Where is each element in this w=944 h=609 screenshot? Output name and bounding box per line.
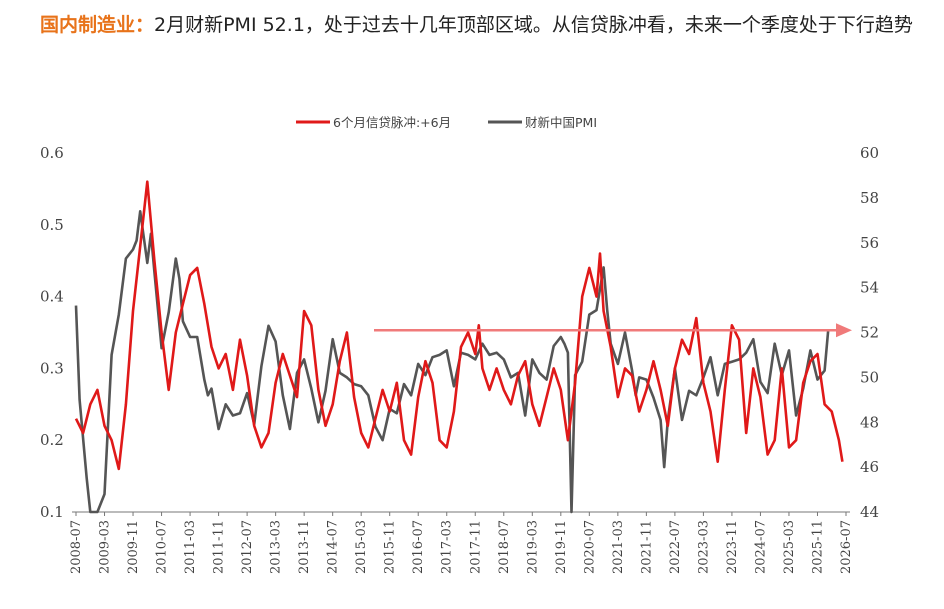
x-tick-label: 2023-11 (725, 520, 740, 574)
right-y-tick-label: 54 (860, 279, 879, 297)
x-tick-label: 2017-03 (440, 520, 455, 574)
x-tick-label: 2009-03 (98, 520, 113, 574)
left-y-tick-label: 0.1 (40, 503, 64, 521)
right-y-tick-label: 48 (860, 413, 879, 431)
x-tick-label: 2015-03 (354, 520, 369, 574)
right-y-tick-label: 56 (860, 234, 879, 252)
right-y-tick-label: 58 (860, 189, 879, 207)
right-y-tick-label: 46 (860, 458, 879, 476)
x-tick-label: 2025-11 (810, 520, 825, 574)
chart-series (74, 180, 844, 514)
left-y-tick-label: 0.4 (40, 288, 64, 306)
x-tick-label: 2013-11 (297, 520, 312, 574)
right-y-axis: 44 46 48 50 52 54 56 58 60 (860, 144, 879, 521)
headline-lead: 国内制造业： (40, 14, 155, 36)
credit-pulse-pmi-chart: 6个月信贷脉冲:+6月 财新中国PMI 0.1 0.2 0.3 0.4 0.5 0.6 44… (40, 115, 879, 574)
left-y-axis: 0.1 0.2 0.3 0.4 0.5 0.6 (40, 144, 64, 521)
left-y-tick-label: 0.5 (40, 216, 64, 234)
right-y-tick-label: 50 (860, 368, 879, 386)
x-tick-label: 2022-07 (668, 520, 683, 574)
x-tick-label: 2014-07 (326, 520, 341, 574)
x-tick-label: 2024-07 (753, 520, 768, 574)
x-tick-label: 2010-07 (155, 520, 170, 574)
x-tick-label: 2023-03 (696, 520, 711, 574)
x-tick-label: 2018-07 (497, 520, 512, 574)
trend-arrow (374, 323, 852, 338)
x-tick-label: 2021-03 (611, 520, 626, 574)
x-axis: 2008-07 2009-03 2009-11 2010-07 2011-03 2011-… (69, 512, 854, 574)
x-tick-label: 2016-07 (411, 520, 426, 574)
x-tick-label: 2013-03 (269, 520, 284, 574)
right-y-tick-label: 52 (860, 324, 879, 342)
credit-pulse-line (74, 180, 844, 471)
left-y-tick-label: 0.3 (40, 359, 64, 377)
x-tick-label: 2021-11 (639, 520, 654, 574)
x-tick-label: 2009-11 (126, 520, 141, 574)
right-y-tick-label: 60 (860, 144, 879, 162)
x-tick-label: 2008-07 (69, 520, 84, 574)
x-tick-label: 2025-03 (782, 520, 797, 574)
x-tick-label: 2012-07 (240, 520, 255, 574)
caixin-pmi-line (74, 210, 830, 514)
headline-text: 2月财新PMI 52.1，处于过去十几年顶部区域。从信贷脉冲看，未来一个季度处于… (154, 14, 913, 36)
x-tick-label: 2026-07 (839, 520, 854, 574)
x-tick-label: 2015-11 (383, 520, 398, 574)
x-tick-label: 2019-11 (554, 520, 569, 574)
x-tick-label: 2011-11 (212, 520, 227, 574)
trend-arrow-head (836, 323, 852, 338)
left-y-tick-label: 0.2 (40, 431, 64, 449)
headline: 国内制造业：2月财新PMI 52.1，处于过去十几年顶部区域。从信贷脉冲看，未来… (40, 10, 920, 41)
left-y-tick-label: 0.6 (40, 144, 64, 162)
x-tick-label: 2019-03 (525, 520, 540, 574)
chart-legend: 6个月信贷脉冲:+6月 财新中国PMI (296, 115, 597, 130)
x-tick-label: 2017-11 (468, 520, 483, 574)
right-y-tick-label: 44 (860, 503, 879, 521)
x-tick-label: 2020-07 (582, 520, 597, 574)
legend-credit-label: 6个月信贷脉冲:+6月 (333, 115, 451, 130)
x-tick-label: 2011-03 (183, 520, 198, 574)
legend-pmi-label: 财新中国PMI (525, 115, 597, 130)
